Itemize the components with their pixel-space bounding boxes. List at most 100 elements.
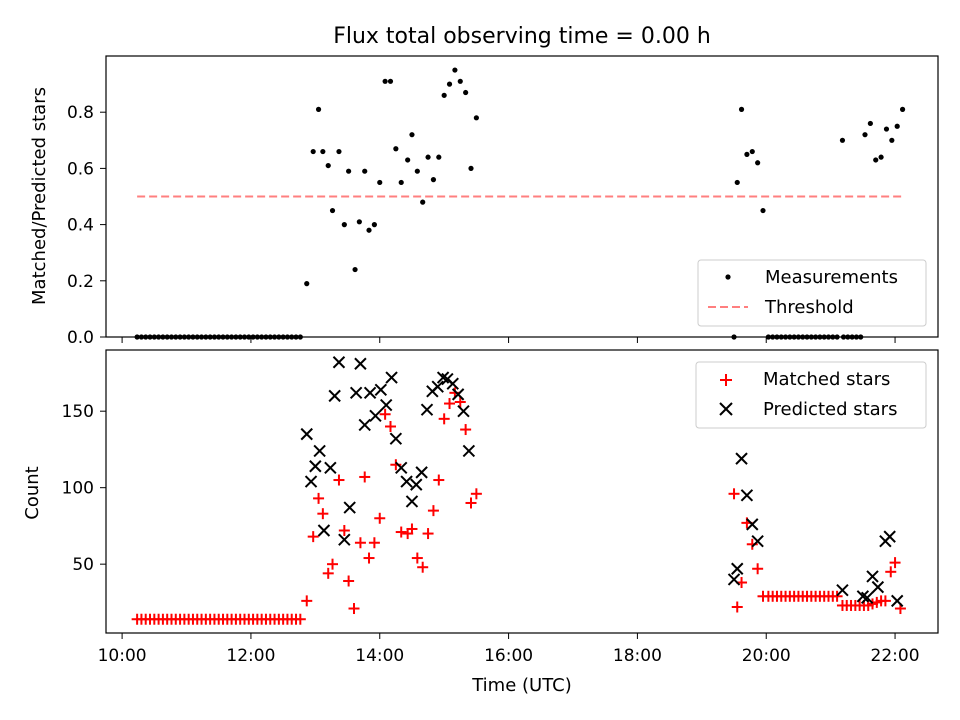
predicted-star-point bbox=[317, 524, 331, 537]
predicted-star-point bbox=[389, 432, 403, 445]
measurement-point bbox=[839, 137, 846, 143]
measurement-point bbox=[867, 120, 873, 127]
matched-star-point bbox=[359, 471, 371, 483]
matched-star-point bbox=[417, 561, 429, 573]
top-y-axis-label: Matched/Predicted stars bbox=[29, 87, 50, 305]
predicted-star-point bbox=[890, 594, 904, 608]
matched-star-point bbox=[889, 557, 901, 569]
legend-measurements-label: Measurements bbox=[765, 267, 898, 288]
predicted-star-point bbox=[436, 371, 450, 384]
predicted-star-point bbox=[304, 475, 318, 488]
measurement-point bbox=[899, 106, 906, 112]
measurement-point bbox=[441, 92, 447, 98]
measurement-point bbox=[341, 222, 347, 228]
measurement-point bbox=[446, 81, 453, 87]
measurement-point bbox=[356, 219, 362, 225]
predicted-star-point bbox=[385, 371, 398, 384]
bottom-y-tick-label: 100 bbox=[62, 479, 94, 499]
predicted-star-point bbox=[349, 386, 363, 400]
matched-star-point bbox=[879, 595, 891, 607]
predicted-star-point bbox=[324, 461, 337, 474]
measurement-point bbox=[336, 148, 342, 155]
matched-star-point bbox=[354, 537, 366, 549]
predicted-star-point bbox=[332, 356, 346, 369]
measurement-point bbox=[755, 160, 761, 166]
measurement-point bbox=[346, 168, 352, 174]
matched-star-point bbox=[454, 396, 466, 408]
measurement-point bbox=[738, 106, 745, 112]
predicted-star-point bbox=[735, 452, 748, 465]
predicted-star-point bbox=[410, 478, 423, 491]
matched-star-point bbox=[363, 552, 375, 564]
predicted-star-point bbox=[727, 573, 741, 586]
matched-star-point bbox=[422, 528, 434, 540]
matched-star-point bbox=[395, 526, 407, 538]
measurement-point bbox=[457, 78, 463, 84]
predicted-star-point bbox=[836, 583, 849, 597]
measurement-point bbox=[420, 199, 426, 205]
predicted-star-point bbox=[328, 389, 341, 403]
measurement-point bbox=[329, 207, 336, 214]
bottom-y-tick-label: 150 bbox=[62, 402, 94, 422]
matched-star-point bbox=[752, 563, 764, 575]
predicted-star-point bbox=[374, 383, 388, 396]
measurement-point bbox=[473, 115, 479, 121]
predicted-star-point bbox=[369, 409, 382, 422]
matched-star-point bbox=[831, 590, 843, 602]
predicted-star-point bbox=[751, 535, 764, 548]
measurement-point bbox=[425, 154, 431, 160]
measurement-point bbox=[760, 207, 766, 214]
legend-threshold-label: Threshold bbox=[764, 297, 854, 318]
measurement-point bbox=[387, 78, 394, 84]
predicted-star-point bbox=[746, 518, 759, 531]
matched-star-point bbox=[470, 488, 482, 500]
predicted-star-point bbox=[860, 591, 874, 605]
matched-star-point bbox=[374, 512, 386, 524]
top-y-tick-label: 0.6 bbox=[67, 159, 94, 179]
predicted-star-point bbox=[740, 489, 754, 502]
bottom-axes-frame bbox=[105, 349, 939, 634]
top-panel: 0.00.20.40.60.8 Matched/Predicted stars … bbox=[29, 55, 939, 348]
predicted-star-point bbox=[731, 562, 744, 575]
measurement-point bbox=[749, 148, 755, 155]
bottom-panel: 50 100 150 10:00 12:00 14:00 16:00 18:00 20:00 2… bbox=[22, 349, 939, 696]
predicted-star-point bbox=[300, 427, 313, 441]
matched-star-point bbox=[322, 567, 334, 579]
matched-star-point bbox=[333, 474, 345, 486]
bottom-y-axis: 50 100 150 bbox=[62, 402, 106, 575]
matched-star-point bbox=[338, 525, 350, 537]
predicted-star-point bbox=[451, 388, 465, 401]
matched-star-point bbox=[433, 474, 445, 486]
predicted-star-point bbox=[866, 570, 879, 583]
measurement-point bbox=[405, 157, 411, 163]
chart-title: Flux total observing time = 0.00 h bbox=[333, 24, 711, 49]
measurement-point bbox=[315, 106, 322, 112]
predicted-star-point bbox=[431, 380, 444, 393]
predicted-star-point bbox=[400, 475, 413, 488]
matched-star-point bbox=[343, 575, 355, 587]
x-tick-label: 18:00 bbox=[613, 646, 662, 666]
bottom-y-tick-label: 50 bbox=[72, 555, 94, 575]
matched-star-point bbox=[444, 398, 456, 410]
matched-star-point bbox=[307, 531, 319, 543]
legend-measurements-marker bbox=[725, 274, 731, 280]
measurement-point bbox=[414, 168, 420, 174]
measurement-point bbox=[352, 266, 358, 273]
top-y-tick-label: 0.4 bbox=[67, 216, 94, 236]
matched-star-point bbox=[465, 497, 477, 509]
measurement-point bbox=[304, 281, 310, 287]
measurement-point bbox=[744, 151, 750, 157]
measurement-point bbox=[862, 132, 868, 138]
measurement-point bbox=[873, 157, 879, 163]
x-tick-label: 16:00 bbox=[484, 646, 533, 666]
predicted-star-point bbox=[457, 404, 470, 418]
matched-star-point bbox=[348, 603, 360, 615]
bottom-x-axis: 10:00 12:00 14:00 16:00 18:00 20:00 22:00 bbox=[98, 633, 920, 666]
measurement-point bbox=[463, 89, 469, 96]
matched-star-point bbox=[384, 420, 396, 432]
bottom-y-axis-label: Count bbox=[22, 466, 43, 519]
predicted-star-point bbox=[363, 386, 377, 400]
matched-star-point bbox=[885, 566, 897, 578]
matched-star-point bbox=[313, 492, 325, 504]
